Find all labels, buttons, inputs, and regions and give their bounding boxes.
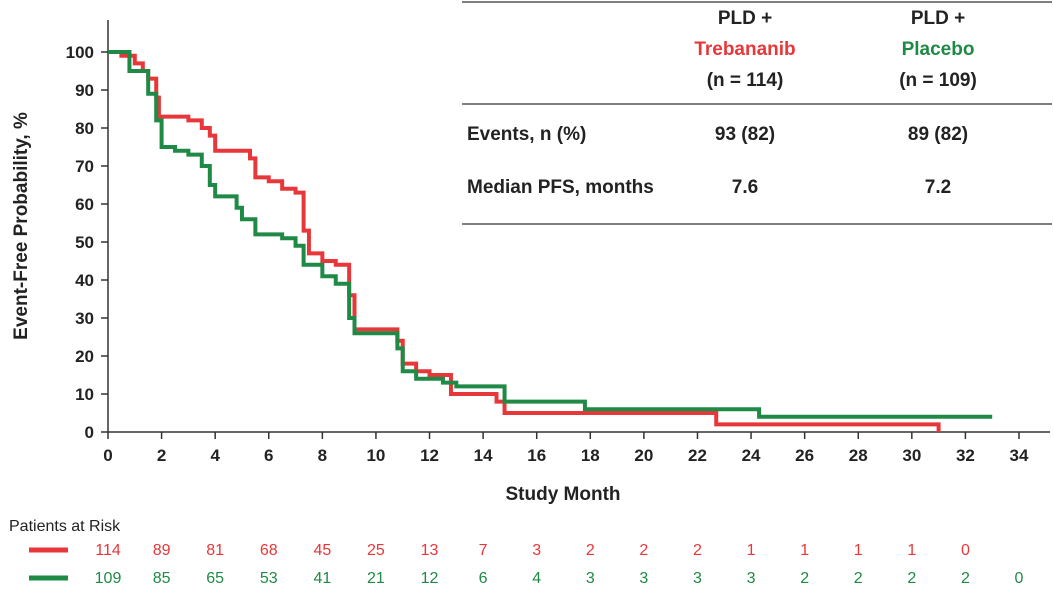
y-tick-label: 0 <box>85 423 94 442</box>
x-tick-label: 28 <box>849 446 868 465</box>
at-risk-count: 1 <box>800 542 809 559</box>
at-risk-count: 2 <box>693 542 702 559</box>
x-tick-label: 12 <box>420 446 439 465</box>
x-tick-label: 20 <box>634 446 653 465</box>
col2-line1: PLD + <box>911 8 965 29</box>
at-risk-count: 2 <box>854 570 863 587</box>
x-tick-label: 32 <box>956 446 975 465</box>
at-risk-count: 2 <box>907 570 916 587</box>
survival-curves <box>108 50 993 432</box>
at-risk-count: 1 <box>747 542 756 559</box>
x-tick-label: 26 <box>795 446 814 465</box>
at-risk-count: 53 <box>260 570 278 587</box>
x-tick-label: 8 <box>318 446 327 465</box>
col2-line3: (n = 109) <box>899 70 977 91</box>
trebananib-curve <box>108 50 941 432</box>
axes <box>107 20 1050 433</box>
x-axis-title: Study Month <box>505 484 620 505</box>
x-tick-label: 10 <box>366 446 385 465</box>
at-risk-count: 2 <box>961 570 970 587</box>
y-axis-title: Event-Free Probability, % <box>11 112 32 340</box>
at-risk-count: 21 <box>367 570 385 587</box>
x-tick-label: 18 <box>581 446 600 465</box>
at-risk-count: 3 <box>586 570 595 587</box>
row-median-label: Median PFS, months <box>467 177 654 198</box>
col1-line1: PLD + <box>718 8 772 29</box>
at-risk-count: 7 <box>479 542 488 559</box>
at-risk-count: 0 <box>961 542 970 559</box>
y-tick-label: 50 <box>75 233 94 252</box>
row-events-trebananib: 93 (82) <box>715 124 775 145</box>
at-risk-count: 3 <box>747 570 756 587</box>
x-tick-label: 22 <box>688 446 707 465</box>
x-tick-label: 16 <box>527 446 546 465</box>
row-median-trebananib: 7.6 <box>732 177 758 198</box>
y-tick-label: 10 <box>75 385 94 404</box>
y-tick-label: 30 <box>75 309 94 328</box>
col2-line2: Placebo <box>902 39 975 60</box>
row-events-placebo: 89 (82) <box>908 124 968 145</box>
x-tick-label: 2 <box>157 446 166 465</box>
at-risk-count: 68 <box>260 542 278 559</box>
row-events-label: Events, n (%) <box>467 124 586 145</box>
y-tick-label: 90 <box>75 81 94 100</box>
col1-line2: Trebananib <box>694 39 795 60</box>
x-tick-label: 34 <box>1010 446 1029 465</box>
at-risk-count: 2 <box>639 542 648 559</box>
y-ticks: 0 10 20 30 40 50 60 70 80 90 100 <box>66 43 108 442</box>
placebo-curve <box>108 50 993 419</box>
at-risk-count: 2 <box>586 542 595 559</box>
x-tick-label: 14 <box>474 446 493 465</box>
at-risk-count: 41 <box>313 570 331 587</box>
y-tick-label: 40 <box>75 271 94 290</box>
y-tick-label: 80 <box>75 119 94 138</box>
at-risk-count: 4 <box>532 570 541 587</box>
at-risk-count: 2 <box>800 570 809 587</box>
row-median-placebo: 7.2 <box>925 177 951 198</box>
summary-table: PLD + Trebananib (n = 114) PLD + Placebo… <box>462 1 1052 225</box>
at-risk-count: 0 <box>1015 570 1024 587</box>
x-tick-label: 0 <box>103 446 112 465</box>
y-tick-label: 70 <box>75 157 94 176</box>
x-ticks: 0 2 4 6 8 10 12 14 16 18 20 22 24 26 28 30 32 34 <box>103 432 1029 465</box>
at-risk-count: 81 <box>206 542 224 559</box>
col1-line3: (n = 114) <box>707 70 784 91</box>
at-risk-count: 3 <box>693 570 702 587</box>
at-risk-count: 114 <box>95 542 121 559</box>
x-tick-label: 6 <box>264 446 273 465</box>
at-risk-count: 25 <box>367 542 385 559</box>
y-tick-label: 60 <box>75 195 94 214</box>
at-risk-count: 45 <box>313 542 331 559</box>
at-risk-title: Patients at Risk <box>9 518 121 535</box>
at-risk-count: 3 <box>639 570 648 587</box>
at-risk-count: 1 <box>854 542 863 559</box>
at-risk-count: 13 <box>421 542 439 559</box>
at-risk-count: 3 <box>532 542 541 559</box>
at-risk-count: 89 <box>153 542 171 559</box>
y-tick-label: 100 <box>66 43 94 62</box>
at-risk-count: 109 <box>95 570 122 587</box>
at-risk-count: 6 <box>479 570 488 587</box>
at-risk-count: 85 <box>153 570 171 587</box>
x-tick-label: 4 <box>210 446 220 465</box>
y-tick-label: 20 <box>75 347 94 366</box>
x-tick-label: 24 <box>742 446 761 465</box>
x-tick-label: 30 <box>902 446 921 465</box>
at-risk-count: 65 <box>206 570 224 587</box>
at-risk-count: 12 <box>421 570 439 587</box>
at-risk-count: 1 <box>907 542 916 559</box>
